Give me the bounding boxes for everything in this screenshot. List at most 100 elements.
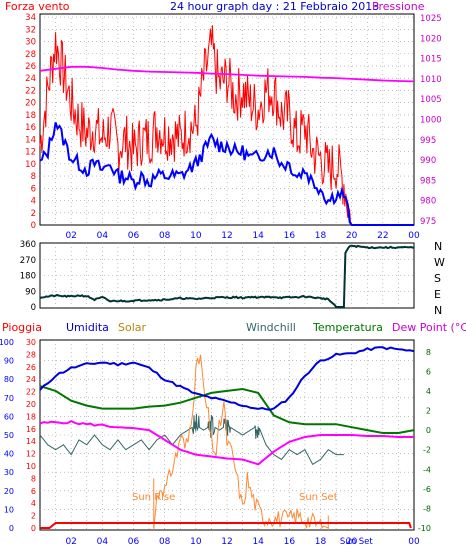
time-tick-label: 10 (190, 231, 202, 241)
rain-tick-label: 0 (31, 524, 36, 533)
direction-line (39, 244, 415, 308)
wind-tick-label: 32 (25, 25, 36, 35)
wind-series (39, 25, 415, 226)
wind-tick-label: 2 (31, 209, 36, 219)
legend-solar: Solar (118, 321, 147, 334)
wind-tick-label: 26 (25, 62, 36, 72)
rain-tick-label: 18 (26, 412, 36, 421)
time-tick-label: 20 (346, 231, 358, 241)
pressure-tick-label: 1000 (420, 116, 442, 126)
time-tick-label: 22 (377, 231, 388, 241)
rain-line (40, 522, 412, 529)
legend-windchill: Windchill (246, 321, 296, 334)
time-tick-label: 06 (128, 537, 140, 547)
time-tick-label: 14 (252, 537, 264, 547)
time-tick-label: 16 (284, 537, 296, 547)
temp-tick-label: 6 (426, 367, 431, 376)
rain-tick-label: 20 (26, 400, 36, 409)
temp-tick-label: -6 (423, 485, 431, 494)
temp-tick-label: 0 (426, 426, 431, 435)
atmosphere-series (39, 346, 415, 530)
humidity-tick-label: 70 (4, 394, 14, 403)
rain-tick-label: 14 (26, 437, 36, 446)
sun-rise-label: Sun Rise (132, 492, 175, 503)
wind-tick-label: 12 (25, 148, 36, 158)
wind-tick-label: 34 (25, 13, 36, 23)
time-tick-label: 10 (190, 537, 202, 547)
rain-tick-label: 28 (26, 350, 36, 359)
legend-umidita: Umidita (66, 321, 109, 334)
humidity-tick-label: 50 (4, 431, 14, 440)
humidity-tick-label: 0 (9, 524, 14, 533)
legend-temperatura: Temperatura (312, 321, 383, 334)
humidity-tick-label: 60 (4, 412, 14, 421)
wind-tick-label: 24 (25, 74, 36, 84)
time-tick-label: 12 (221, 537, 232, 547)
pressure-tick-label: 980 (420, 197, 436, 207)
legend-dewpoint: Dew Point (°C) (392, 321, 466, 334)
direction-grid (40, 243, 414, 308)
time-tick-label: 06 (128, 231, 140, 241)
wind-tick-label: 20 (25, 99, 36, 109)
pressure-tick-label: 1015 (420, 55, 442, 65)
legend-pioggia: Pioggia (2, 321, 42, 334)
dir-label-w: W (434, 256, 445, 269)
temp-tick-label: 8 (426, 348, 431, 357)
wind-tick-label: 18 (25, 111, 36, 121)
wind-tick-label: 28 (25, 50, 36, 60)
pressure-tick-label: 985 (420, 176, 436, 186)
temp-tick-label: -10 (418, 524, 431, 533)
time-tick-label: 18 (315, 537, 327, 547)
wind-tick-label: 0 (31, 221, 36, 231)
time-tick-label: 00 (408, 231, 420, 241)
rain-tick-label: 2 (31, 512, 36, 521)
humidity-line (39, 346, 415, 411)
humidity-tick-label: 40 (4, 450, 14, 459)
dir-label-n-top: N (434, 240, 442, 253)
wind-tick-label: 22 (25, 86, 36, 96)
time-tick-label: 16 (284, 231, 296, 241)
avg-wind-line (39, 122, 414, 226)
time-tick-label: 20 (346, 537, 358, 547)
time-tick-label: 02 (65, 537, 76, 547)
dir-label-e: E (434, 288, 441, 301)
direction-tick-label: 180 (20, 272, 36, 282)
humidity-tick-label: 10 (4, 505, 14, 514)
pressure-tick-label: 995 (420, 136, 436, 146)
rain-tick-label: 22 (26, 388, 36, 397)
time-tick-label: 00 (408, 537, 420, 547)
temperature-line (39, 385, 415, 434)
humidity-tick-label: 30 (4, 468, 14, 477)
wind-panel (39, 13, 415, 226)
wind-title: Forza vento (5, 0, 70, 13)
temp-tick-label: 4 (426, 387, 431, 396)
wind-tick-label: 16 (25, 123, 36, 133)
temp-tick-label: -2 (423, 446, 431, 455)
temp-tick-label: -4 (423, 465, 431, 474)
time-tick-label: 04 (97, 537, 109, 547)
direction-tick-label: 360 (20, 240, 36, 250)
direction-tick-label: 90 (25, 287, 36, 297)
pressure-tick-label: 975 (420, 217, 436, 227)
dir-label-n-bottom: N (434, 304, 442, 317)
pressure-tick-label: 1010 (420, 75, 442, 85)
rain-tick-label: 8 (31, 474, 36, 483)
rain-tick-label: 24 (26, 375, 36, 384)
time-tick-label: 12 (221, 231, 232, 241)
wind-tick-label: 6 (31, 184, 36, 194)
temp-tick-label: 2 (426, 407, 431, 416)
wind-tick-label: 8 (31, 172, 36, 182)
wind-tick-label: 30 (25, 38, 36, 48)
time-tick-label: 04 (97, 231, 109, 241)
sun-set-axis-label: Sun Set (340, 537, 373, 547)
wind-tick-label: 10 (25, 160, 36, 170)
wind-tick-label: 4 (31, 197, 36, 207)
rain-tick-label: 4 (31, 499, 36, 508)
time-tick-label: 02 (65, 231, 76, 241)
humidity-tick-label: 80 (4, 375, 14, 384)
pressure-tick-label: 1005 (420, 95, 442, 105)
pressure-title: Pressione (372, 0, 425, 13)
time-tick-label: 08 (159, 231, 171, 241)
rain-tick-label: 16 (26, 425, 36, 434)
